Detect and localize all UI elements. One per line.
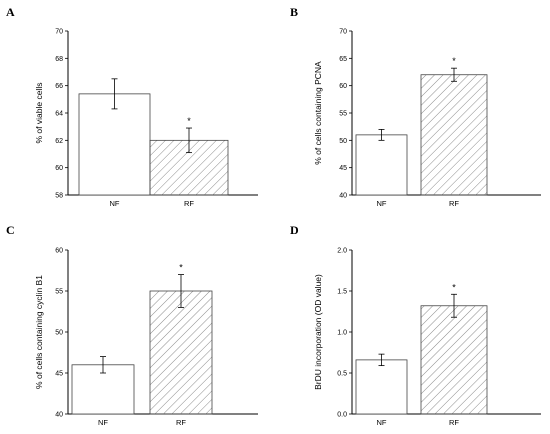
- chart-panel-d: D 0.0 0.5 1.0 1.5 2.0 NF * RF BrDU incorporation …: [290, 223, 541, 427]
- y-tick-label: 55: [55, 289, 63, 296]
- y-axis-title: % of cells containing PCNA: [313, 61, 323, 165]
- y-tick-label: 1.5: [337, 289, 347, 296]
- y-tick-label: 58: [55, 193, 63, 200]
- category-label: RF: [184, 199, 194, 208]
- y-tick-label: 70: [55, 29, 63, 36]
- y-tick-label: 40: [339, 193, 347, 200]
- y-tick-label: 1.0: [337, 330, 347, 337]
- chart-panel-b: B 40 45 50 55 60 65 70 NF * RF % of cells containin…: [290, 5, 541, 208]
- category-label: RF: [449, 418, 459, 427]
- panel-letter: A: [6, 5, 15, 19]
- y-tick-label: 2.0: [337, 248, 347, 255]
- y-tick-label: 60: [55, 248, 63, 255]
- y-tick-label: 64: [55, 111, 63, 118]
- bar-nf: [355, 134, 408, 196]
- significance-marker: *: [452, 56, 456, 66]
- significance-marker: *: [187, 116, 191, 126]
- y-tick-label: 60: [55, 165, 63, 172]
- y-tick-label: 0.5: [337, 371, 347, 378]
- y-tick-label: 62: [55, 138, 63, 145]
- y-tick-label: 45: [339, 165, 347, 172]
- bar-rf: [149, 290, 213, 415]
- y-tick-label: 45: [55, 371, 63, 378]
- y-axis-title: % of viable cells: [34, 83, 44, 144]
- panel-letter: B: [290, 5, 298, 19]
- y-tick-label: 68: [55, 56, 63, 63]
- bar-rf: [420, 305, 488, 415]
- y-axis-title: % of cells containing cyclin B1: [34, 275, 44, 389]
- y-tick-label: 70: [339, 29, 347, 36]
- y-tick-label: 0.0: [337, 412, 347, 419]
- y-tick-label: 40: [55, 412, 63, 419]
- y-tick-label: 66: [55, 83, 63, 90]
- category-label: RF: [176, 418, 186, 427]
- category-label: RF: [449, 199, 459, 208]
- y-tick-label: 60: [339, 83, 347, 90]
- y-tick-label: 55: [339, 111, 347, 118]
- category-label: NF: [98, 418, 108, 427]
- category-label: NF: [377, 199, 387, 208]
- y-tick-label: 65: [339, 56, 347, 63]
- y-tick-label: 50: [55, 330, 63, 337]
- chart-panel-a: A 58 60 62 64 66 68 70 NF * RF % of viable cells: [6, 5, 258, 208]
- y-axis-title: BrDU incorporation (OD value): [313, 274, 323, 390]
- significance-marker: *: [179, 263, 183, 273]
- chart-panel-c: C 40 45 50 55 60 NF * RF % of cells containing cy…: [6, 223, 258, 427]
- panel-letter: D: [290, 223, 299, 237]
- category-label: NF: [110, 199, 120, 208]
- bar-rf: [420, 74, 488, 196]
- bar-nf: [355, 359, 408, 415]
- category-label: NF: [377, 418, 387, 427]
- panel-letter: C: [6, 223, 15, 237]
- significance-marker: *: [452, 282, 456, 292]
- y-tick-label: 50: [339, 138, 347, 145]
